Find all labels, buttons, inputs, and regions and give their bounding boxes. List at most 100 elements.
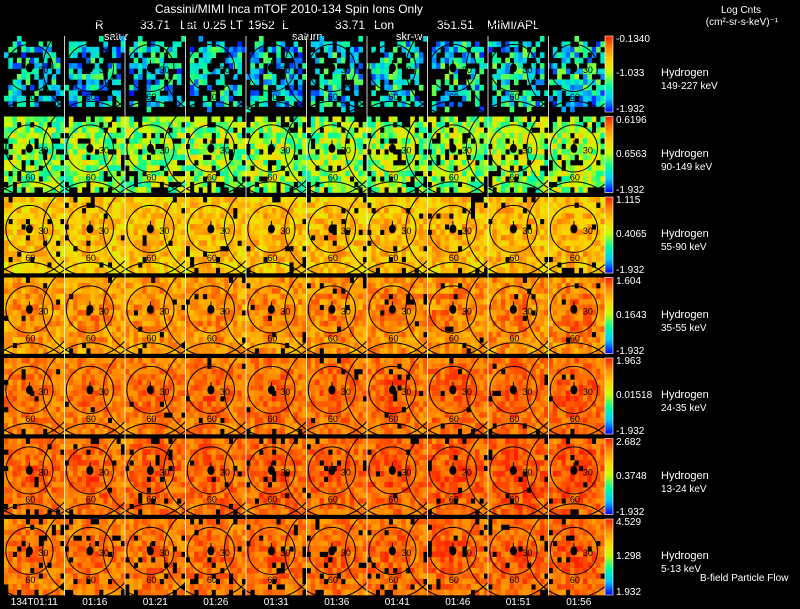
pixel-cell — [16, 90, 22, 97]
pixel-cell — [68, 170, 74, 177]
pixel-cell — [392, 170, 398, 177]
pixel-cell — [401, 176, 407, 182]
pixel-cell — [306, 240, 312, 247]
pixel-cell — [544, 121, 549, 128]
pixel-cell — [323, 218, 329, 225]
pixel-cell — [453, 74, 459, 80]
pixel-cell — [371, 127, 376, 134]
pixel-cell — [436, 202, 441, 209]
pixel-cell — [531, 63, 536, 69]
pixel-cell — [280, 170, 286, 177]
pixel-cell — [531, 84, 536, 91]
pixel-cell — [535, 101, 541, 107]
pixel-cell — [401, 218, 407, 225]
pixel-cell — [315, 245, 320, 252]
pixel-cell — [289, 251, 294, 258]
pixel-cell — [129, 207, 134, 214]
pixel-cell — [21, 68, 26, 75]
pixel-cell — [405, 41, 411, 48]
pixel-cell — [29, 181, 35, 188]
pixel-cell — [479, 267, 484, 274]
pixel-cell — [73, 342, 78, 349]
pixel-cell — [99, 138, 104, 144]
pixel-cell — [475, 262, 480, 268]
pixel-cell — [410, 46, 415, 53]
pixel-cell — [224, 176, 230, 182]
pixel-cell — [462, 46, 467, 53]
pixel-cell — [120, 138, 126, 144]
pixel-cell — [423, 240, 428, 247]
pixel-cell — [453, 245, 459, 252]
pixel-cell — [250, 127, 255, 134]
pixel-cell — [526, 68, 532, 75]
pixel-cell — [258, 245, 264, 252]
pixel-cell — [418, 101, 424, 107]
pixel-cell — [120, 41, 126, 48]
pixel-cell — [306, 154, 312, 161]
pixel-cell — [315, 90, 320, 97]
pixel-cell — [55, 235, 61, 241]
pixel-cell — [358, 262, 363, 268]
pixel-cell — [345, 132, 351, 139]
pixel-cell — [125, 121, 130, 128]
pixel-cell — [77, 337, 83, 343]
pixel-cell — [12, 304, 18, 311]
pixel-cell — [518, 197, 523, 203]
pixel-cell — [64, 170, 70, 177]
pixel-cell — [358, 138, 363, 144]
pixel-cell — [410, 187, 415, 193]
pixel-cell — [263, 218, 268, 225]
pixel-cell — [202, 224, 208, 230]
pixel-cell — [107, 159, 113, 166]
pixel-cell — [168, 138, 173, 144]
pixel-cell — [150, 240, 156, 247]
pixel-cell — [21, 267, 26, 274]
pixel-cell — [47, 304, 52, 311]
pixel-cell — [42, 95, 48, 102]
pixel-cell — [215, 245, 221, 252]
pixel-cell — [418, 229, 424, 236]
pixel-cell — [129, 68, 134, 75]
pixel-cell — [12, 159, 18, 166]
pixel-cell — [86, 84, 91, 91]
pixel-cell — [397, 68, 402, 75]
pixel-cell — [354, 224, 359, 230]
pixel-cell — [587, 165, 593, 172]
pixel-cell — [583, 41, 588, 48]
pixel-cell — [120, 331, 126, 338]
pixel-cell — [336, 84, 342, 91]
pixel-cell — [181, 138, 186, 144]
pixel-cell — [565, 176, 571, 182]
pixel-cell — [561, 224, 567, 230]
pixel-cell — [488, 240, 493, 247]
pixel-cell — [384, 143, 389, 150]
pixel-cell — [224, 235, 230, 241]
pixel-cell — [137, 218, 143, 225]
pixel-cell — [600, 132, 605, 139]
pixel-cell — [539, 202, 545, 209]
pixel-cell — [379, 202, 385, 209]
pixel-cell — [189, 138, 195, 144]
pixel-cell — [583, 213, 588, 220]
pixel-cell — [462, 170, 467, 177]
pixel-cell — [181, 277, 186, 284]
pixel-cell — [176, 197, 182, 203]
pixel-cell — [379, 149, 385, 155]
pixel-cell — [77, 213, 83, 220]
pixel-cell — [302, 235, 307, 241]
pixel-cell — [198, 154, 204, 161]
pixel-cell — [379, 74, 385, 80]
pixel-cell — [25, 213, 31, 220]
pixel-cell — [38, 229, 44, 236]
ring-label-60: 60 — [570, 172, 580, 182]
pixel-cell — [116, 181, 121, 188]
pixel-cell — [12, 132, 18, 139]
pixel-cell — [4, 326, 9, 333]
pixel-cell — [578, 41, 584, 48]
pixel-cell — [68, 138, 74, 144]
pixel-cell — [185, 207, 191, 214]
pixel-cell — [194, 79, 199, 86]
pixel-cell — [427, 132, 433, 139]
pixel-cell — [388, 218, 394, 225]
